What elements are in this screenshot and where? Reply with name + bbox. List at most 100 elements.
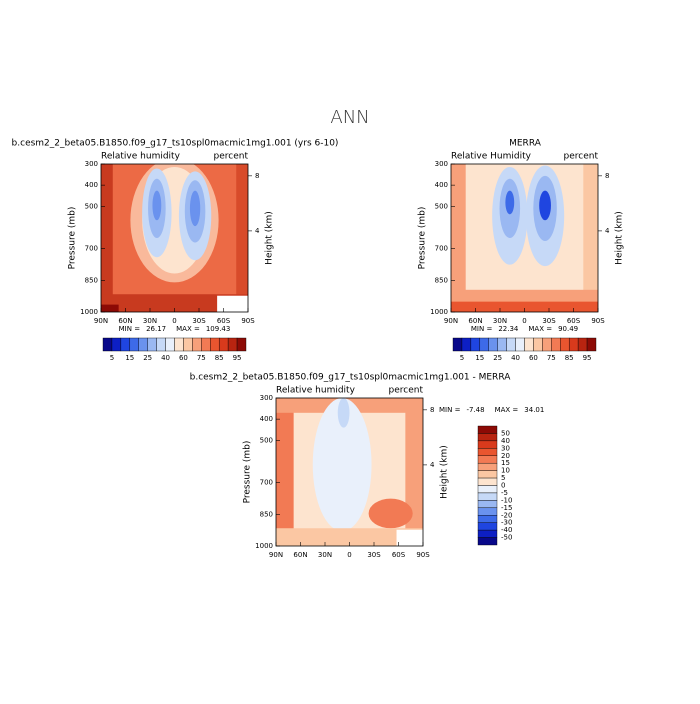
colorbar-box [227, 337, 238, 352]
colorbar-label: 5 [110, 354, 114, 362]
colorbar-label: 15 [125, 354, 134, 362]
x-tick-label: 90N [94, 317, 108, 325]
colorbar-box [138, 337, 148, 352]
contour-region [312, 398, 372, 532]
left-label: Relative Humidity [451, 152, 532, 162]
contour-region [189, 190, 201, 227]
colorbar-box [452, 337, 463, 352]
colorbar-label: 25 [143, 354, 152, 362]
colorbar-label: 60 [179, 354, 188, 362]
colorbar-box [477, 529, 498, 538]
min-max-part: 22.34 [498, 325, 519, 333]
min-max-part: 26.17 [146, 325, 166, 333]
min-max-part: -7.48 [466, 406, 484, 414]
colorbar-label: 75 [547, 354, 556, 362]
colorbar-box [477, 462, 498, 471]
colorbar-box [488, 337, 498, 352]
y-tick-label: 400 [435, 181, 448, 189]
colorbar-label: -50 [501, 534, 512, 542]
x-tick-label: 0 [522, 317, 526, 325]
colorbar-box [102, 337, 113, 352]
y-tick-label: 850 [435, 276, 448, 284]
colorbar-label: 85 [565, 354, 574, 362]
y-tick-label: 400 [260, 415, 273, 423]
panel: b.cesm2_2_beta05.B1850.f09_g17_ts10spl0m… [12, 139, 339, 334]
colorbar-box [477, 448, 498, 456]
min-max: MIN = 22.34 MAX = 90.49 [471, 325, 578, 333]
y2-tick-label: 8 [430, 406, 434, 414]
colorbar-box [477, 515, 498, 523]
colorbar-label: 15 [501, 459, 510, 467]
y-tick-label: 700 [260, 479, 273, 487]
colorbar-label: 50 [501, 429, 510, 437]
colorbar-label: 40 [501, 437, 510, 445]
colorbar: 5 15 25 40 60 75 85 95 [452, 337, 597, 362]
panel: b.cesm2_2_beta05.B1850.f09_g17_ts10spl0m… [190, 373, 545, 560]
colorbar-label: 95 [233, 354, 242, 362]
y-tick-label: 300 [435, 160, 448, 168]
panel-title: b.cesm2_2_beta05.B1850.f09_g17_ts10spl0m… [12, 139, 339, 149]
colorbar-box [477, 433, 498, 442]
y-axis-label: Pressure (mb) [68, 207, 78, 270]
x-tick-label: 90S [241, 317, 255, 325]
left-label: Relative humidity [101, 152, 181, 162]
colorbar-box [477, 485, 498, 494]
x-tick-label: 90N [269, 551, 283, 559]
x-tick-label: 60N [468, 317, 482, 325]
colorbar-box [568, 337, 579, 352]
colorbar-label: -5 [501, 489, 508, 497]
colorbar-box [497, 337, 507, 352]
colorbar-box [506, 337, 516, 352]
colorbar-label: 25 [493, 354, 502, 362]
min-max-part: 109.43 [206, 325, 231, 333]
min-max: MIN = -7.48 MAX = 34.01 [439, 406, 544, 414]
min-max-part: MIN = [471, 325, 493, 333]
colorbar-box [586, 337, 597, 352]
y-tick-label: 500 [85, 202, 98, 210]
contour-region [152, 190, 162, 221]
contour-region [583, 164, 598, 312]
x-tick-label: 30S [192, 317, 206, 325]
colorbar-label: 5 [501, 474, 505, 482]
colorbar-label: 40 [161, 354, 170, 362]
colorbar-label: -20 [501, 511, 512, 519]
colorbar-box [560, 337, 570, 352]
colorbar-label: 5 [460, 354, 464, 362]
colorbar-box [524, 337, 534, 352]
figure-title: ANN [330, 107, 369, 128]
colorbar-label: 85 [215, 354, 224, 362]
y-tick-label: 1000 [430, 308, 448, 316]
contour-region [276, 528, 423, 546]
y-tick-label: 850 [260, 510, 273, 518]
x-tick-label: 30S [542, 317, 556, 325]
min-max-part: 34.01 [524, 406, 544, 414]
min-max: MIN = 26.17 MAX = 109.43 [119, 325, 231, 333]
x-tick-label: 60S [392, 551, 406, 559]
contour-region [276, 398, 294, 546]
y-tick-label: 700 [435, 245, 448, 253]
colorbar-box [477, 455, 498, 464]
colorbar-box [165, 337, 175, 352]
contour-region [539, 190, 551, 221]
colorbar-box [183, 337, 193, 352]
min-max-part: MIN = [439, 406, 461, 414]
colorbar-box [577, 337, 588, 352]
right-label: percent [214, 152, 249, 162]
x-tick-label: 0 [172, 317, 176, 325]
min-max-part: 90.49 [558, 325, 578, 333]
colorbar-box [174, 337, 184, 352]
min-max-part: MAX = [495, 406, 519, 414]
colorbar-box [477, 492, 498, 501]
contour-region [101, 304, 119, 312]
colorbar-box [477, 470, 498, 479]
contour-field [276, 398, 423, 546]
x-tick-label: 30S [367, 551, 381, 559]
right-label: percent [564, 152, 599, 162]
colorbar-box [542, 337, 552, 352]
contour-field [451, 164, 598, 312]
y-tick-label: 300 [260, 394, 273, 402]
x-tick-label: 90S [416, 551, 430, 559]
min-max-part: MAX = [528, 325, 552, 333]
colorbar-box [477, 425, 498, 434]
